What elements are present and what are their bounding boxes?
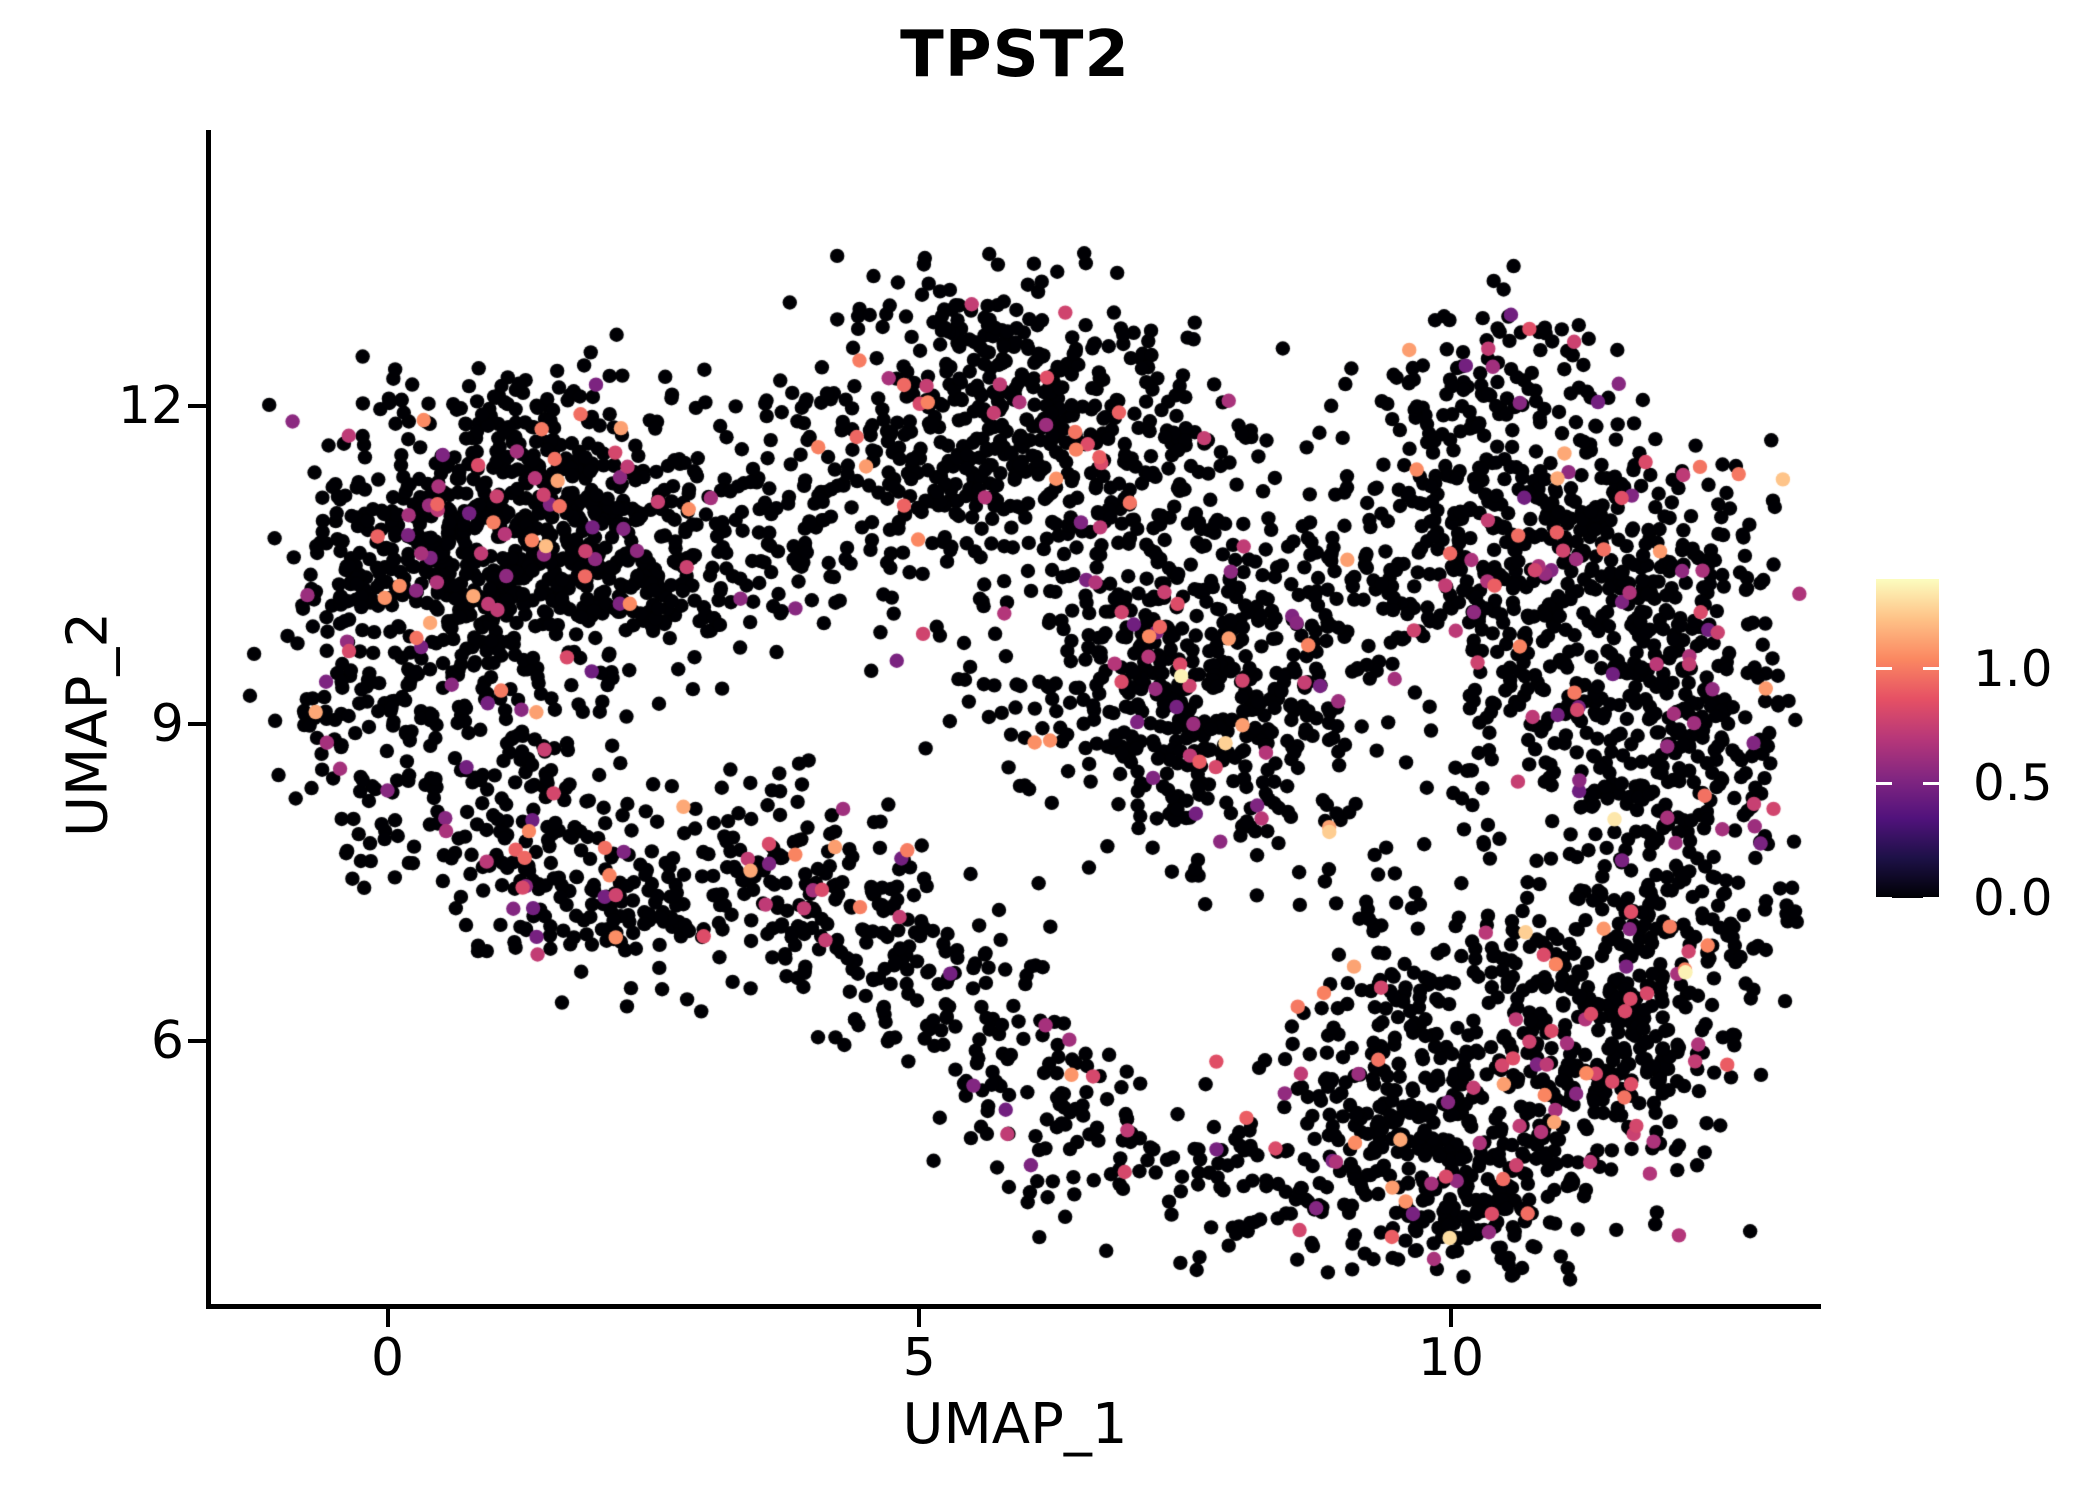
y-axis-label: UMAP_2 [55,612,121,838]
colorbar-tick-mark [1923,781,1939,785]
plot-title: TPST2 [900,18,1130,92]
y-tick-mark [188,1039,206,1044]
x-tick-label: 0 [371,1328,405,1388]
colorbar-tick-mark [1923,896,1939,900]
colorbar-tick-mark [1923,667,1939,671]
y-tick-mark [188,721,206,726]
x-tick-label: 10 [1417,1328,1485,1388]
colorbar-gradient [1876,579,1939,898]
y-tick-label: 12 [117,376,184,437]
y-axis-spine [206,130,211,1308]
x-tick-mark [385,1309,390,1327]
colorbar-tick-label: 1.0 [1973,639,2053,698]
colorbar-tick-mark [1876,896,1892,900]
colorbar-tick-label: 0.0 [1973,869,2053,927]
colorbar-tick-mark [1876,781,1892,785]
x-axis-label: UMAP_1 [902,1392,1128,1457]
y-tick-mark [188,404,206,409]
x-axis-spine [206,1304,1821,1309]
x-tick-mark [917,1309,922,1327]
y-tick-label: 6 [150,1011,184,1072]
x-tick-label: 5 [902,1328,936,1388]
colorbar-tick-label: 0.5 [1973,754,2053,813]
colorbar-tick-mark [1876,667,1892,671]
y-tick-label: 9 [150,693,184,754]
x-tick-mark [1448,1309,1453,1327]
